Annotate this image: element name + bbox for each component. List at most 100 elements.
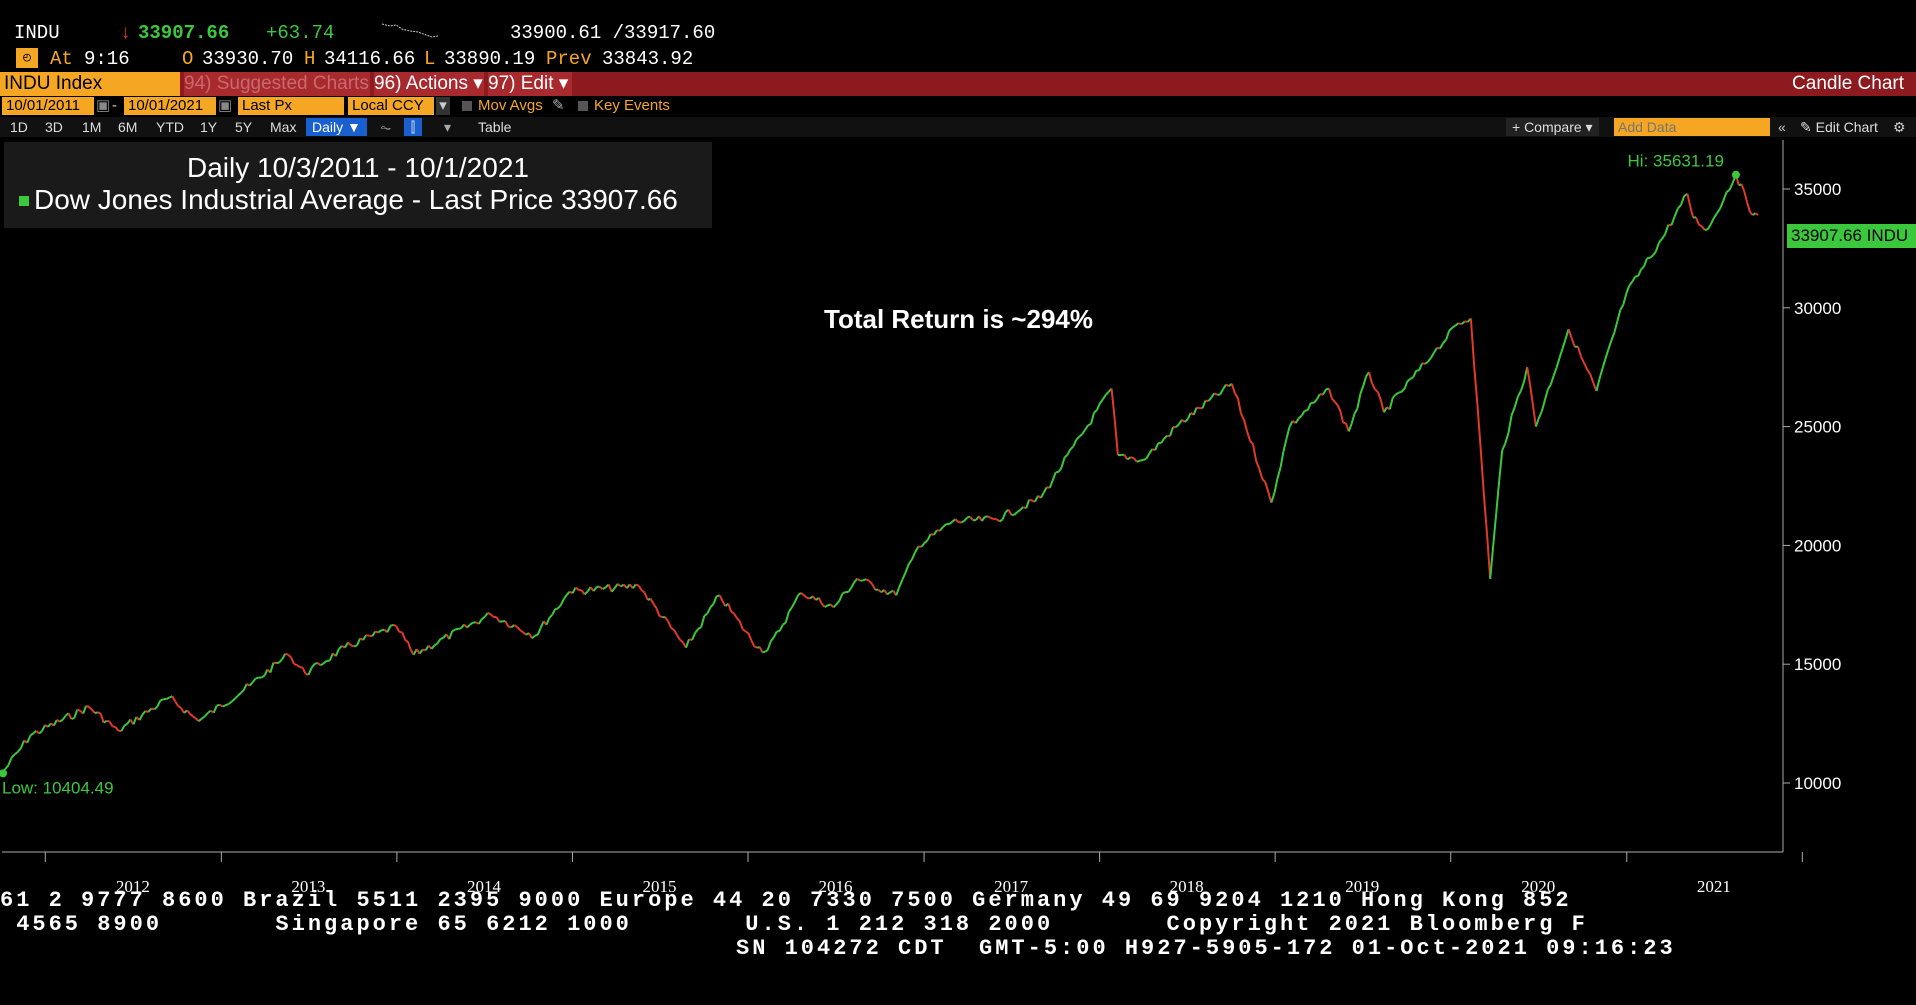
security-field[interactable]: INDU Index <box>0 72 180 96</box>
table-button[interactable]: Table <box>478 119 512 135</box>
x-tick-label: 2016 <box>819 877 853 896</box>
price-segment <box>769 636 775 643</box>
chevron-down-icon[interactable]: ▾ <box>444 119 452 135</box>
sparkline-icon <box>382 23 439 38</box>
price-segment <box>1225 383 1230 387</box>
price-segment <box>886 591 891 596</box>
collapse-icon[interactable]: « <box>1778 119 1786 135</box>
field-select[interactable]: Last Px <box>238 97 344 115</box>
price-segment <box>649 598 655 605</box>
price-segment <box>1347 423 1353 432</box>
start-date-input[interactable]: 10/01/2011 <box>2 97 94 115</box>
clock-icon[interactable]: ◴ <box>16 48 38 68</box>
price-segment <box>1151 448 1156 452</box>
price-segment <box>560 598 565 606</box>
price-segment <box>1552 366 1558 376</box>
price-segment <box>659 615 663 619</box>
price-segment <box>966 515 971 519</box>
price-chart[interactable]: 10000 15000 20000 25000 30000 35000 2012 2013 20… <box>0 138 1916 898</box>
open-label: O <box>182 48 194 70</box>
price-segment <box>718 594 724 602</box>
x-tick-label: 2017 <box>994 877 1029 896</box>
price-segment <box>1139 458 1144 462</box>
calendar-icon[interactable]: ▣ <box>96 97 111 114</box>
add-data-input[interactable] <box>1614 118 1770 136</box>
price-segment <box>688 638 693 641</box>
price-segment <box>673 629 678 636</box>
actions-menu[interactable]: 96) Actions ▾ <box>374 72 484 96</box>
period-3d-button[interactable]: 3D <box>45 119 63 135</box>
price-segment <box>1534 417 1540 427</box>
price-segment <box>706 606 712 614</box>
price-segment <box>782 621 787 626</box>
price-segment <box>1336 404 1342 412</box>
series-color-swatch <box>19 196 29 206</box>
calendar-icon[interactable]: ▣ <box>218 97 233 114</box>
price-segment <box>745 630 750 635</box>
price-segment <box>948 520 954 525</box>
price-segment <box>578 588 582 592</box>
low-price: 33890.19 <box>444 48 536 70</box>
price-segment <box>525 632 530 636</box>
price-segment <box>557 604 562 610</box>
compare-button[interactable]: + Compare ▾ <box>1506 118 1599 136</box>
checkbox-icon[interactable] <box>578 101 588 112</box>
edit-chart-button[interactable]: ✎ Edit Chart <box>1800 118 1878 136</box>
price-segment <box>1258 468 1264 479</box>
mov-avgs-toggle[interactable]: Mov Avgs <box>462 97 543 115</box>
period-6m-button[interactable]: 6M <box>118 119 138 135</box>
candle-chart-icon[interactable]: ⫿ <box>404 118 422 136</box>
period-1m-button[interactable]: 1M <box>82 119 102 135</box>
suggested-charts-button[interactable]: 94) Suggested Charts <box>184 72 370 96</box>
price-segment <box>207 709 212 714</box>
gear-icon[interactable]: ⚙ <box>1893 119 1906 135</box>
frequency-select[interactable]: Daily ▼ <box>306 118 367 136</box>
price-segment <box>1160 437 1165 444</box>
period-ytd-button[interactable]: YTD <box>156 119 184 135</box>
price-segment <box>53 719 58 726</box>
price-segment <box>201 715 206 720</box>
price-segment <box>1625 285 1631 294</box>
price-segment <box>1619 304 1625 311</box>
price-segment <box>171 695 177 702</box>
price-segment <box>1143 457 1147 461</box>
price-segment <box>1445 330 1451 341</box>
x-tick-label: 2014 <box>467 877 502 896</box>
price-segment <box>168 695 173 699</box>
price-segment <box>999 518 1004 523</box>
price-segment <box>647 597 652 601</box>
currency-select[interactable]: Local CCY <box>348 97 434 115</box>
period-max-button[interactable]: Max <box>270 119 297 135</box>
end-date-input[interactable]: 10/01/2021 <box>124 97 216 115</box>
price-segment <box>1069 445 1075 451</box>
period-5y-button[interactable]: 5Y <box>235 119 253 135</box>
price-segment <box>477 618 483 625</box>
price-segment <box>1078 433 1083 438</box>
price-segment <box>1640 265 1645 271</box>
price-segment <box>418 648 424 655</box>
price-segment <box>120 725 126 732</box>
price-segment <box>1418 362 1424 371</box>
checkbox-icon[interactable] <box>462 101 472 112</box>
price-segment <box>1087 423 1092 427</box>
price-segment <box>365 634 370 637</box>
price-segment <box>475 621 480 625</box>
pencil-icon[interactable]: ✎ <box>552 97 565 114</box>
period-1d-button[interactable]: 1D <box>10 119 28 135</box>
price-segment <box>1460 320 1466 325</box>
price-segment <box>186 709 191 715</box>
price-segment <box>1507 415 1513 434</box>
price-segment <box>231 698 236 703</box>
period-1y-button[interactable]: 1Y <box>200 119 218 135</box>
line-chart-icon[interactable]: ⏦ <box>380 119 392 135</box>
price-segment <box>1486 533 1492 579</box>
price-segment <box>797 592 802 597</box>
edit-menu[interactable]: 97) Edit ▾ <box>488 72 572 96</box>
price-segment <box>1482 493 1488 534</box>
chevron-down-icon[interactable]: ▾ <box>436 97 450 115</box>
price-segment <box>516 626 521 631</box>
key-events-toggle[interactable]: Key Events <box>578 97 670 115</box>
price-segment <box>1613 321 1619 333</box>
price-segment <box>19 740 26 749</box>
price-segment <box>1319 393 1324 396</box>
